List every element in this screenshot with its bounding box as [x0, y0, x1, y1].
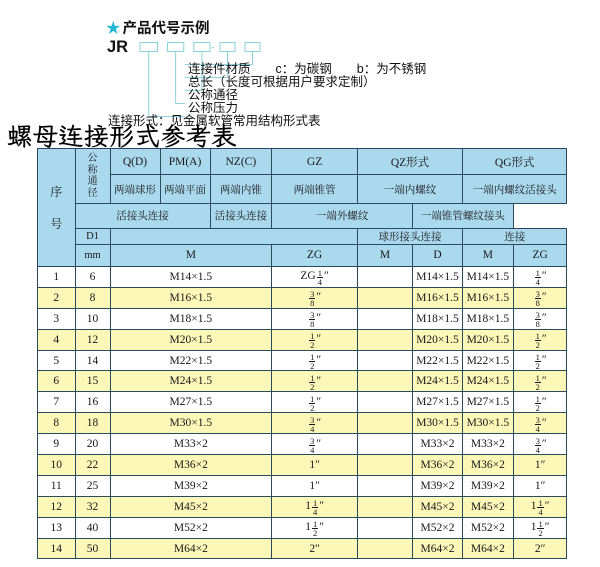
- svg-text:-: -: [211, 43, 214, 54]
